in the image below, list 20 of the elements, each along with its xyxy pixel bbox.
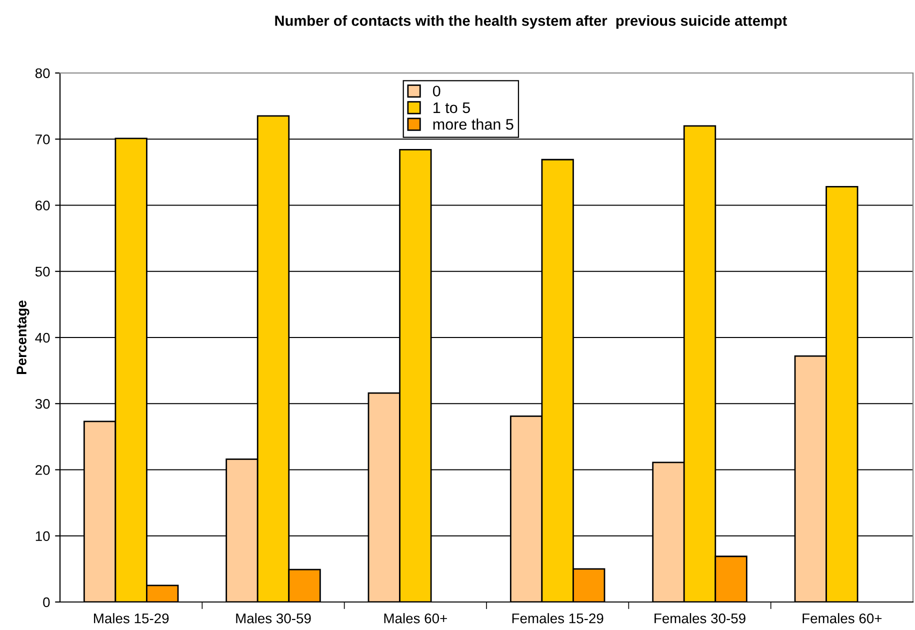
y-tick-label: 20 xyxy=(36,465,50,475)
x-tick-label: Females 15-29 xyxy=(512,613,604,624)
y-tick-label: 10 xyxy=(36,531,50,542)
y-tick-label: 0 xyxy=(43,597,50,608)
chart-title: Number of contacts with the health system after previous suicide attempt xyxy=(275,15,788,29)
y-axis-title: Percentage xyxy=(16,300,30,374)
y-tick-label: 40 xyxy=(35,332,50,343)
y-tick-label: 30 xyxy=(35,398,50,409)
x-tick-label: Males 60+ xyxy=(384,613,447,624)
y-tick-label: 80 xyxy=(35,68,50,78)
y-tick-label: 60 xyxy=(36,200,50,210)
y-tick-label: 70 xyxy=(36,134,50,144)
legend-label: 0 xyxy=(432,86,440,97)
y-tick-label: 50 xyxy=(35,266,50,277)
legend-label: more than 5 xyxy=(433,118,514,130)
x-tick-label: Females 30-59 xyxy=(654,613,746,624)
legend-label: 1 to 5 xyxy=(434,102,470,114)
x-tick-label: Females 60+ xyxy=(802,613,882,624)
x-tick-label: Males 15-29 xyxy=(94,613,169,624)
x-tick-label: Males 30-59 xyxy=(236,613,311,624)
